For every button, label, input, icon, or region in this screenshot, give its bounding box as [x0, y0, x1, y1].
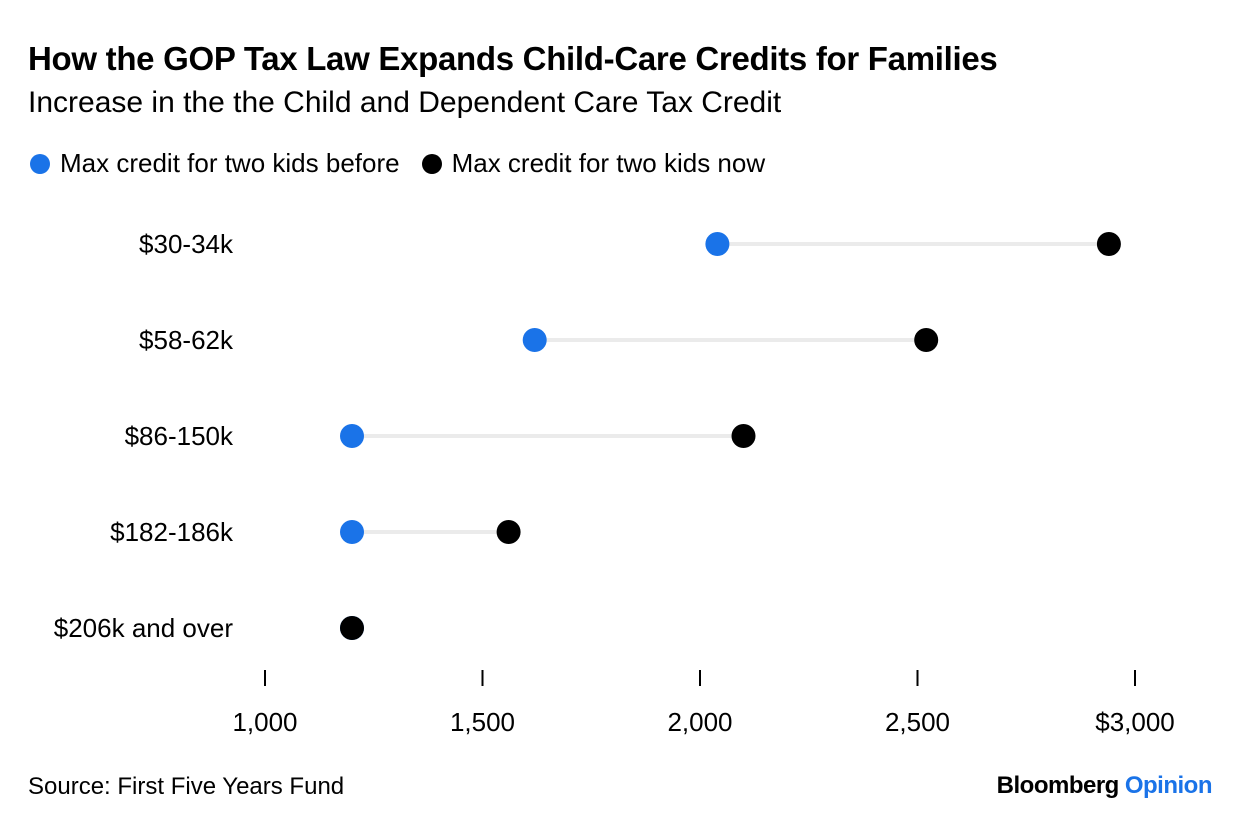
x-tick-label: 1,500 — [450, 707, 515, 737]
chart-subtitle: Increase in the the Child and Dependent … — [28, 86, 782, 119]
x-tick-label: 2,000 — [667, 707, 732, 737]
dot-before — [522, 328, 547, 352]
dot-now — [1096, 232, 1121, 256]
category-label: $30-34k — [139, 229, 234, 259]
dot-before — [340, 424, 364, 448]
brand-section: Opinion — [1124, 772, 1213, 799]
category-label: $58-62k — [139, 325, 234, 355]
brand-name: Bloomberg — [996, 772, 1120, 799]
dot-before — [705, 232, 730, 256]
chart-title: How the GOP Tax Law Expands Child-Care C… — [28, 40, 998, 77]
dot-now — [496, 520, 521, 544]
category-label: $182-186k — [110, 517, 234, 547]
x-tick-label: $3,000 — [1095, 707, 1175, 737]
legend-item-now: Max credit for two kids now — [421, 148, 766, 179]
category-label: $206k and over — [54, 613, 234, 643]
legend-dot-now — [421, 153, 442, 174]
dot-now — [731, 424, 756, 448]
legend-item-before: Max credit for two kids before — [30, 148, 400, 179]
legend-label-before: Max credit for two kids before — [60, 148, 400, 178]
dot-now — [340, 616, 364, 640]
dot-now — [914, 328, 939, 352]
dot-before — [340, 520, 364, 544]
category-label: $86-150k — [125, 421, 234, 451]
x-tick-label: 2,500 — [885, 707, 950, 737]
legend: Max credit for two kids before Max credi… — [30, 148, 787, 179]
brand-logo: Bloomberg Opinion — [996, 772, 1213, 800]
x-tick-label: 1,000 — [232, 707, 297, 737]
legend-label-now: Max credit for two kids now — [451, 148, 766, 178]
legend-dot-before — [30, 153, 50, 174]
source-note: Source: First Five Years Fund — [28, 773, 345, 800]
